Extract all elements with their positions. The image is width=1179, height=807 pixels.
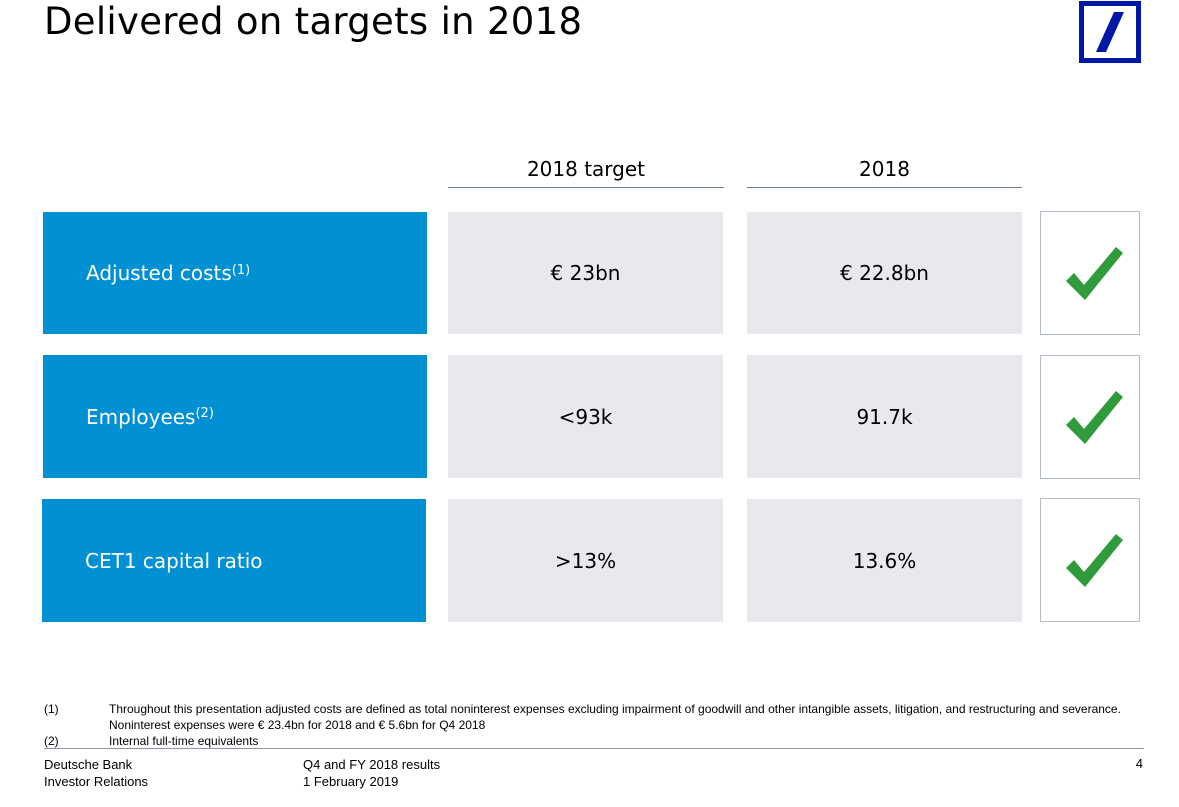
row-label-adjusted-costs: Adjusted costs (1) xyxy=(43,212,427,334)
footer-doc-line2: 1 February 2019 xyxy=(303,774,399,789)
target-value-employees: <93k xyxy=(448,355,723,478)
row-label-text: Employees xyxy=(86,404,196,429)
target-value-cet1: >13% xyxy=(448,499,723,622)
footnote-1: (1) Throughout this presentation adjuste… xyxy=(44,701,1144,733)
footnote-text: Throughout this presentation adjusted co… xyxy=(109,702,1121,732)
status-cell-employees xyxy=(1040,355,1140,479)
footnote-ref: (2) xyxy=(195,406,214,421)
actual-value-adjusted-costs: € 22.8bn xyxy=(747,212,1022,334)
check-icon xyxy=(1066,391,1123,444)
row-label-employees: Employees (2) xyxy=(43,355,427,478)
target-value-adjusted-costs: € 23bn xyxy=(448,212,723,334)
row-label-cet1: CET1 capital ratio xyxy=(42,499,426,622)
footer-organization: Deutsche Bank Investor Relations xyxy=(44,756,148,790)
column-header-target: 2018 target xyxy=(448,152,724,188)
footnote-number: (1) xyxy=(44,702,59,716)
footer-org-line2: Investor Relations xyxy=(44,774,149,789)
column-header-actual: 2018 xyxy=(747,152,1022,188)
footer-document: Q4 and FY 2018 results 1 February 2019 xyxy=(303,756,440,790)
footer-doc-line1: Q4 and FY 2018 results xyxy=(303,757,441,772)
page-title: Delivered on targets in 2018 xyxy=(44,0,583,43)
footnote-ref: (1) xyxy=(231,262,251,278)
status-cell-cet1 xyxy=(1040,498,1140,622)
footnote-text: Internal full-time equivalents xyxy=(109,734,259,748)
deutsche-bank-logo xyxy=(1079,1,1141,63)
row-label-text: CET1 capital ratio xyxy=(85,548,263,573)
actual-value-employees: 91.7k xyxy=(747,355,1022,478)
footnote-2: (2) Internal full-time equivalents xyxy=(44,733,1144,749)
page-number: 4 xyxy=(1135,756,1143,771)
actual-value-cet1: 13.6% xyxy=(747,499,1022,622)
footer-divider xyxy=(44,748,1144,749)
footer-org-line1: Deutsche Bank xyxy=(44,757,133,772)
status-cell-adjusted-costs xyxy=(1040,211,1140,335)
footnotes: (1) Throughout this presentation adjuste… xyxy=(44,701,1144,749)
check-icon xyxy=(1066,247,1123,300)
logo-slash-icon xyxy=(1096,12,1124,52)
row-label-text: Adjusted costs xyxy=(86,261,232,285)
footnote-number: (2) xyxy=(44,734,59,748)
check-icon xyxy=(1066,534,1123,587)
